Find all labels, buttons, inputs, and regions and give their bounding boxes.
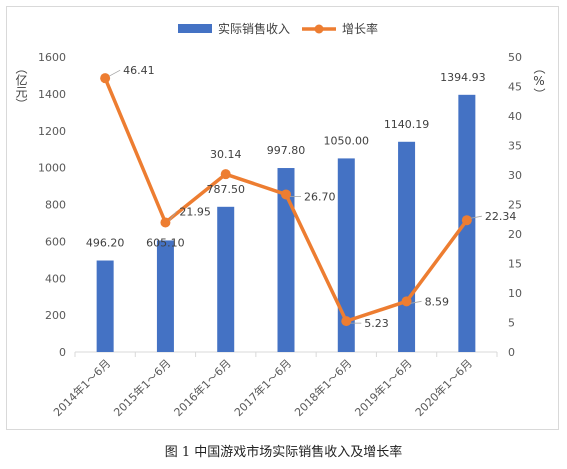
y-right-tick-label: 20 xyxy=(508,228,522,241)
bar-value-label: 496.20 xyxy=(86,237,125,250)
bar-value-label: 1140.19 xyxy=(384,118,430,131)
y-right-tick-label: 35 xyxy=(508,140,522,153)
x-tick-label: 2017年1～6月 xyxy=(231,356,294,419)
bar-value-label: 997.80 xyxy=(267,144,306,157)
growth-value-label: 30.14 xyxy=(210,148,242,161)
bar-4 xyxy=(277,168,295,352)
growth-value-label: 5.23 xyxy=(364,317,389,330)
legend-line-label: 增长率 xyxy=(342,21,378,36)
growth-label-leader xyxy=(108,69,121,77)
x-tick-label: 2020年1～6月 xyxy=(412,356,475,419)
bar-value-label: 1394.93 xyxy=(440,71,486,84)
y-left-tick-label: 800 xyxy=(45,199,66,212)
chart: 0 200 400 600 800 1000 1200 1400 1600 0 5 10 15 20 25 3… xyxy=(38,21,522,419)
growth-value-label: 22.34 xyxy=(485,210,517,223)
growth-rate-point-4 xyxy=(281,189,291,200)
bar-6 xyxy=(398,141,416,352)
y-left-tick-label: 1400 xyxy=(38,88,66,101)
bar-1 xyxy=(96,260,114,352)
y-right-tick-label: 30 xyxy=(508,169,522,182)
growth-rate-point-1 xyxy=(100,73,111,84)
x-tick-label: 2015年1～6月 xyxy=(111,356,174,419)
x-tick-label: 2016年1～6月 xyxy=(171,356,234,419)
figure-caption: 图 1 中国游戏市场实际销售收入及增长率 xyxy=(164,445,403,460)
growth-value-label: 46.41 xyxy=(123,64,154,77)
growth-value-label: 21.95 xyxy=(179,205,211,218)
y-right-tick-label: 50 xyxy=(508,51,522,64)
x-tick-label: 2018年1～6月 xyxy=(291,356,354,419)
y-right-tick-label: 0 xyxy=(508,346,515,359)
y-left-tick-label: 600 xyxy=(45,235,66,248)
bar-2 xyxy=(156,240,174,352)
y-right-tick-label: 25 xyxy=(508,199,522,212)
y-left-axis-label: （亿元） xyxy=(14,62,28,110)
growth-rate-point-2 xyxy=(160,217,171,228)
y-right-tick-label: 10 xyxy=(508,287,522,300)
bar-value-label: 605.10 xyxy=(146,236,185,249)
x-tick-label: 2014年1～6月 xyxy=(50,356,113,419)
y-right-tick-label: 15 xyxy=(508,258,522,271)
bar-value-label: 1050.00 xyxy=(324,134,370,147)
growth-rate-point-7 xyxy=(461,215,472,226)
growth-label-leader xyxy=(410,300,422,304)
y-right-axis-label: （%） xyxy=(532,62,546,100)
bar-value-label: 787.50 xyxy=(206,183,245,196)
y-right-tick-label: 40 xyxy=(508,110,522,123)
bar-5 xyxy=(337,158,355,352)
growth-value-label: 8.59 xyxy=(425,295,450,308)
legend-line-marker xyxy=(314,24,324,34)
legend-bar-swatch xyxy=(178,24,212,33)
growth-rate-point-3 xyxy=(220,169,231,180)
growth-label-leader xyxy=(169,211,177,221)
growth-rate-point-5 xyxy=(341,316,352,327)
x-tick-label: 2019年1～6月 xyxy=(352,356,415,419)
y-left-tick-label: 1200 xyxy=(38,125,66,138)
growth-value-label: 26.70 xyxy=(304,190,336,203)
y-left-tick-label: 200 xyxy=(45,309,66,322)
y-left-tick-label: 400 xyxy=(45,272,66,285)
y-right-tick-label: 5 xyxy=(508,317,515,330)
growth-label-leader xyxy=(470,215,482,219)
y-left-tick-label: 1600 xyxy=(38,51,66,64)
growth-rate-point-6 xyxy=(401,296,412,307)
y-left-tick-label: 0 xyxy=(59,346,66,359)
y-right-tick-label: 45 xyxy=(508,81,522,94)
legend-bar-label: 实际销售收入 xyxy=(218,21,290,36)
y-left-tick-label: 1000 xyxy=(38,162,66,175)
bar-3 xyxy=(217,206,235,352)
